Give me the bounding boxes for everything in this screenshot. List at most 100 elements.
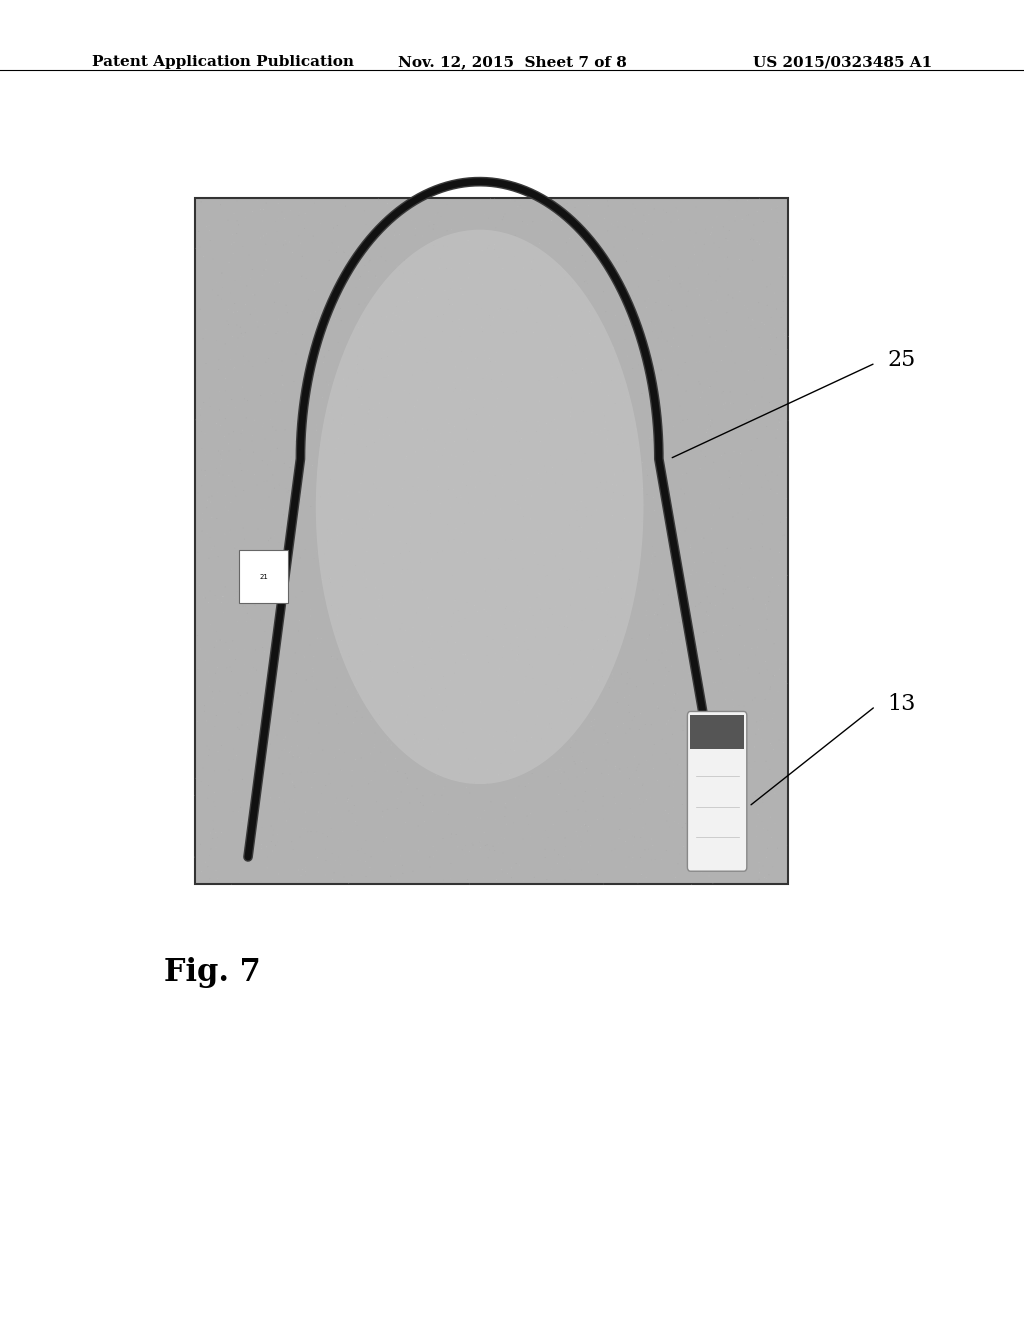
Point [366,474,382,495]
Point [535,611,551,632]
Point [773,605,790,626]
Point [637,840,653,861]
Point [650,649,667,671]
Point [402,516,419,537]
Point [597,418,613,440]
Point [429,244,445,265]
Point [242,697,258,718]
Point [480,235,497,256]
Point [733,843,750,865]
Point [740,308,757,329]
Point [554,539,570,560]
Point [273,741,290,762]
Point [495,478,511,499]
Point [469,430,485,451]
Point [621,820,637,841]
Point [606,671,623,692]
Point [480,207,497,228]
Point [568,814,585,836]
Point [207,796,223,817]
Point [675,660,691,681]
Point [711,680,727,701]
Point [407,725,423,746]
Bar [195,198,788,884]
Point [741,578,758,599]
Point [708,330,724,351]
Point [719,247,735,268]
Point [665,776,681,797]
Point [622,702,638,723]
Point [344,760,360,781]
Point [482,279,499,300]
Point [779,673,796,694]
Point [501,401,517,422]
Point [537,838,553,859]
Point [695,541,712,562]
Point [691,574,708,595]
Point [306,647,323,668]
Point [554,762,570,783]
Point [454,840,470,861]
Point [544,713,560,734]
Point [658,620,675,642]
Point [664,367,680,388]
Point [515,257,531,279]
Point [386,595,402,616]
Point [644,355,660,376]
Point [550,677,566,698]
Point [294,301,310,322]
Point [622,797,638,818]
Point [538,675,554,696]
Point [352,850,369,871]
Point [286,483,302,504]
Point [672,521,688,543]
Point [644,545,660,566]
Point [305,462,322,483]
Point [195,503,211,524]
Point [230,702,247,723]
Point [683,564,699,585]
Point [329,704,345,725]
Point [299,762,315,783]
Point [507,750,523,771]
Point [257,620,273,642]
Point [733,816,750,837]
Point [267,603,284,624]
Point [599,504,615,525]
Point [698,422,715,444]
Point [544,306,560,327]
Point [282,763,298,784]
Point [217,496,233,517]
Point [748,644,764,665]
Point [434,700,451,721]
Point [725,680,741,701]
Point [715,564,731,585]
Point [233,847,250,869]
Point [389,663,406,684]
Point [654,304,671,325]
Point [186,785,203,807]
Point [575,401,592,422]
Point [561,721,578,742]
Point [189,624,206,645]
Point [719,537,735,558]
Point [662,748,678,770]
Point [323,568,339,589]
Point [205,818,221,840]
Point [234,236,251,257]
Point [562,594,579,615]
Point [302,447,318,469]
Point [564,279,581,300]
Point [567,197,584,218]
Point [453,279,469,300]
Point [604,664,621,685]
Point [460,367,476,388]
Point [227,486,244,507]
Point [267,834,284,855]
Point [591,532,607,553]
Point [264,564,281,585]
Point [529,411,546,432]
Point [202,614,218,635]
Point [545,457,561,478]
Point [725,618,741,639]
